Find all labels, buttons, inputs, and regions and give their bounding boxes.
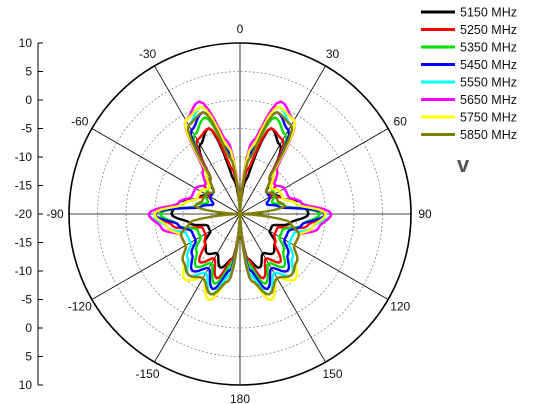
angle-label: 0 [237, 22, 244, 36]
grid-spoke [239, 213, 326, 363]
radial-tick-label: 10 [19, 36, 33, 50]
legend: 5150 MHz 5250 MHz 5350 MHz 5450 MHz 5550 MHz… [421, 6, 517, 142]
radial-tick-label: -10 [15, 150, 33, 164]
panel-label: v [457, 152, 470, 177]
angle-label: -60 [71, 115, 89, 129]
radial-tick-label: -5 [21, 122, 32, 136]
angle-label: 30 [326, 47, 340, 61]
radial-tick-label: 5 [25, 350, 32, 364]
grid-spoke [154, 213, 241, 363]
legend-label: 5650 MHz [460, 93, 517, 107]
radial-tick-label: -10 [15, 264, 33, 278]
grid-spoke [91, 128, 241, 215]
legend-label: 5750 MHz [460, 111, 517, 125]
legend-label: 5550 MHz [460, 76, 517, 90]
radial-tick-label: 10 [19, 378, 33, 392]
radial-tick-label: 0 [25, 93, 32, 107]
angle-labels: 0 30 60 90 120 150 180 -150 -120 -90 -60 -30 [46, 22, 432, 404]
radial-tick-label: -20 [15, 207, 33, 221]
radial-tick-label: -15 [15, 179, 33, 193]
angle-label: 60 [394, 115, 408, 129]
grid-spoke [91, 213, 241, 300]
angle-label: -90 [46, 207, 64, 221]
angle-label: -150 [135, 367, 159, 381]
radial-tick-label: -15 [15, 236, 33, 250]
angle-label: 90 [418, 207, 432, 221]
legend-label: 5350 MHz [460, 41, 517, 55]
legend-label: 5850 MHz [460, 128, 517, 142]
legend-label: 5150 MHz [460, 6, 517, 20]
legend-label: 5250 MHz [460, 23, 517, 37]
radial-tick-label: 0 [25, 321, 32, 335]
outer-circle [68, 42, 412, 386]
radial-tick-label: 5 [25, 65, 32, 79]
angle-label: 180 [230, 392, 250, 404]
angle-label: 120 [390, 300, 410, 314]
angle-label: -120 [68, 300, 92, 314]
radial-tick-label: -5 [21, 293, 32, 307]
series-line-7 [179, 111, 301, 296]
angle-label: -30 [139, 47, 157, 61]
series-lines [147, 100, 333, 301]
legend-label: 5450 MHz [460, 58, 517, 72]
grid-spoke [239, 128, 389, 215]
grid-spoke [239, 213, 389, 300]
angle-label: 150 [322, 367, 342, 381]
radial-axis: 10 5 0 -5 -10 -15 -20 -15 -10 -5 0 5 10 [15, 36, 43, 392]
